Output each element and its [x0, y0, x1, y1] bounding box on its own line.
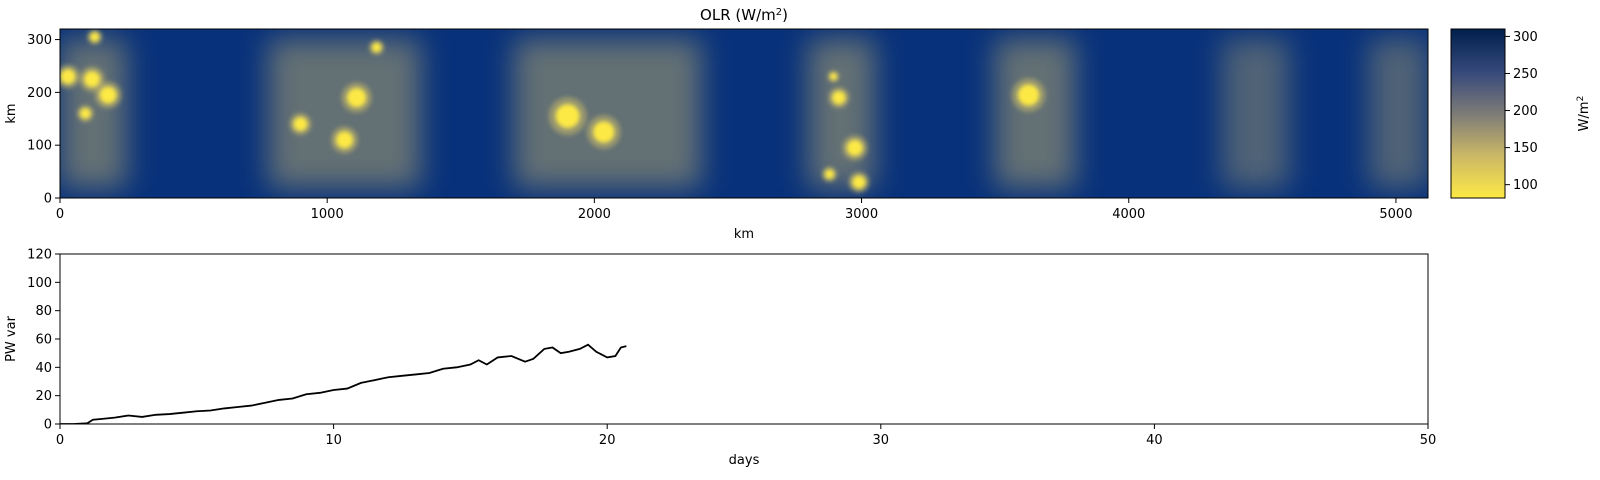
y-tick-label: 0 [44, 192, 52, 207]
convective-cell [852, 175, 866, 189]
colorbar-label: W/m2 [1576, 96, 1592, 132]
x-tick-label: 1000 [311, 207, 344, 222]
x-tick-label: 40 [1146, 433, 1163, 448]
line-y-ticks: 0 20 40 60 80 100 120 [27, 248, 60, 433]
line-x-ticks: 0 10 20 30 40 50 [56, 424, 1436, 448]
pw-var-line-panel: 0 10 20 30 40 50 0 20 40 60 80 100 120 days PW var [4, 248, 1436, 469]
x-tick-label: 3000 [845, 207, 878, 222]
y-tick-label: 300 [27, 33, 52, 48]
convective-cell [593, 121, 615, 143]
heatmap-title: OLR (W/m2) [700, 6, 788, 24]
convective-cell [60, 69, 76, 85]
x-tick-label: 10 [325, 433, 342, 448]
y-tick-label: 120 [27, 248, 52, 263]
colorbar-tick-label: 200 [1513, 104, 1538, 119]
colorbar-ticks: 100 150 200 250 300 [1505, 30, 1538, 193]
convective-cell [336, 131, 354, 149]
y-tick-label: 0 [44, 418, 52, 433]
convective-cell [846, 139, 863, 156]
y-tick-label: 20 [35, 389, 52, 404]
heatmap-x-label: km [734, 227, 754, 242]
y-tick-label: 100 [27, 276, 52, 291]
convective-cell [99, 86, 117, 104]
line-plot-frame [59, 253, 1429, 425]
convective-region [514, 39, 702, 188]
heatmap-frame [59, 28, 1429, 199]
heatmap-x-ticks: 0 1000 2000 3000 4000 5000 [56, 198, 1412, 222]
convective-region [995, 39, 1076, 188]
colorbar-tick-label: 100 [1513, 178, 1538, 193]
y-tick-label: 60 [35, 333, 52, 348]
heatmap-y-ticks: 0 100 200 300 [27, 33, 60, 207]
x-tick-label: 50 [1420, 433, 1437, 448]
olr-heatmap-panel: OLR (W/m2) 0 1000 2000 3000 4000 5000 0 100 200… [4, 6, 1429, 242]
y-tick-label: 80 [35, 304, 52, 319]
colorbar: 100 150 200 250 300 W/m2 [1450, 28, 1592, 199]
convective-cell [829, 72, 838, 81]
convective-cell [832, 90, 846, 105]
colorbar-tick-label: 250 [1513, 67, 1538, 82]
colorbar-gradient [1450, 28, 1506, 199]
convective-cell [84, 71, 101, 88]
x-tick-label: 0 [56, 207, 64, 222]
x-tick-label: 4000 [1112, 207, 1145, 222]
x-tick-label: 20 [599, 433, 616, 448]
y-tick-label: 100 [27, 139, 52, 154]
convective-cell [346, 88, 367, 108]
convective-cell [371, 42, 382, 53]
convective-cell [1017, 84, 1040, 106]
convective-cell [824, 169, 835, 180]
line-x-label: days [729, 453, 760, 468]
convective-region [808, 39, 875, 188]
convective-region [1222, 39, 1290, 188]
convective-cell [555, 104, 580, 129]
convective-region [268, 39, 421, 188]
colorbar-tick-label: 150 [1513, 141, 1538, 156]
heatmap-y-label: km [4, 103, 19, 123]
olr-field-image [60, 29, 1428, 198]
colorbar-tick-label: 300 [1513, 30, 1538, 45]
line-y-label: PW var [4, 315, 19, 361]
y-tick-label: 200 [27, 86, 52, 101]
convective-region [1369, 39, 1428, 188]
x-tick-label: 5000 [1379, 207, 1412, 222]
x-tick-label: 30 [873, 433, 890, 448]
convective-cell [293, 117, 308, 132]
x-tick-label: 2000 [578, 207, 611, 222]
pw-var-series-line [60, 343, 627, 424]
x-tick-label: 0 [56, 433, 64, 448]
y-tick-label: 40 [35, 361, 52, 376]
convective-cell [80, 108, 91, 119]
convective-cell [89, 32, 100, 42]
